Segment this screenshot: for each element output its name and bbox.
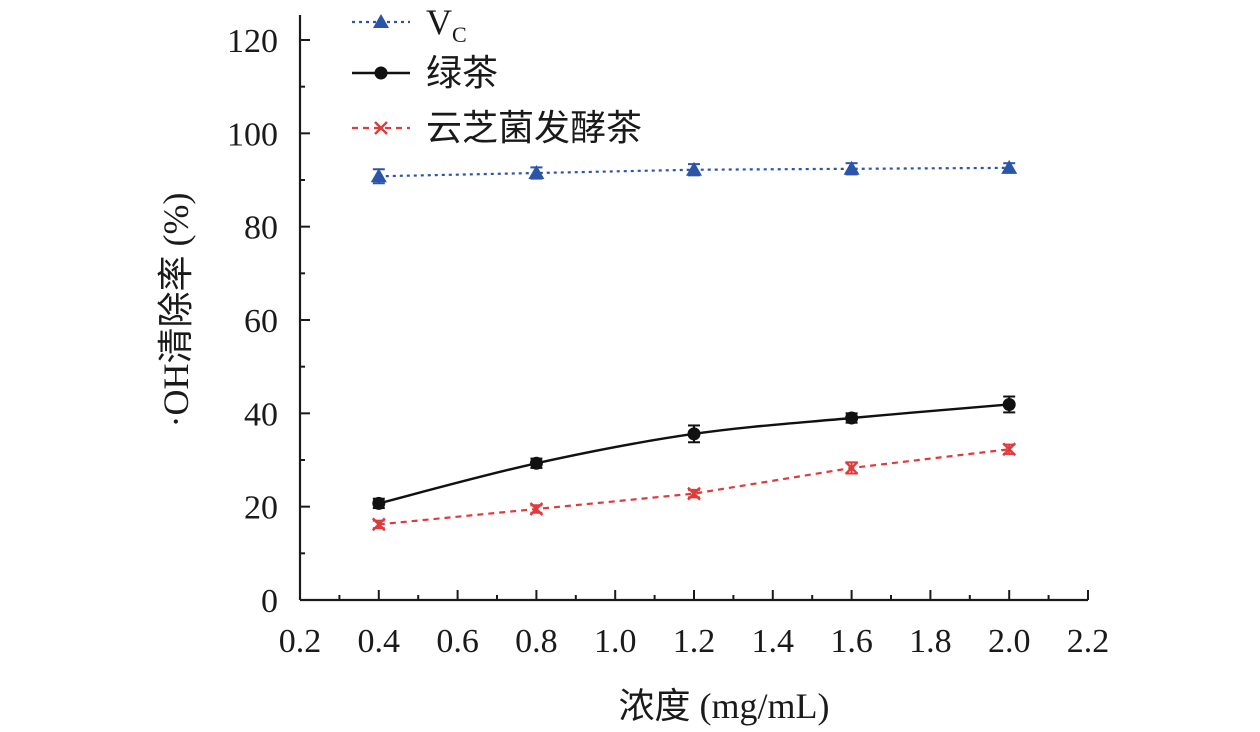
data-point bbox=[529, 456, 543, 470]
y-tick-label: 120 bbox=[227, 23, 278, 60]
series-line bbox=[378, 403, 1010, 505]
data-point bbox=[845, 411, 859, 425]
y-tick-label: 60 bbox=[244, 303, 278, 340]
legend-label-main: V bbox=[426, 2, 452, 42]
data-point-stroke-b bbox=[529, 502, 544, 516]
legend-label-main: 云芝菌发酵茶 bbox=[426, 108, 642, 148]
legend-label: VC bbox=[426, 2, 467, 47]
data-point-stroke-b bbox=[687, 486, 701, 501]
x-tick-label: 0.6 bbox=[436, 623, 479, 660]
data-point bbox=[1001, 159, 1018, 174]
series-1 bbox=[370, 159, 1018, 185]
x-axis-title: 浓度 (mg/mL) bbox=[619, 686, 830, 726]
legend-label: 云芝菌发酵茶 bbox=[426, 108, 642, 148]
legend-label: 绿茶 bbox=[426, 53, 498, 93]
series-3 bbox=[371, 442, 1017, 532]
data-point bbox=[529, 502, 544, 516]
x-tick-label: 1.2 bbox=[673, 623, 716, 660]
data-point bbox=[686, 161, 702, 176]
legend-label-subscript: C bbox=[452, 22, 467, 47]
x-tick-label: 1.8 bbox=[909, 623, 952, 660]
legend-label-main: 绿茶 bbox=[426, 53, 498, 93]
series-2 bbox=[372, 395, 1016, 510]
data-point bbox=[687, 427, 701, 441]
data-point bbox=[1002, 442, 1017, 457]
series-layer bbox=[370, 159, 1018, 532]
y-tick-label: 80 bbox=[244, 210, 278, 247]
y-tick-label: 40 bbox=[244, 396, 278, 433]
data-point-stroke-b bbox=[371, 517, 386, 532]
data-point-stroke-b bbox=[844, 461, 859, 475]
x-tick-label: 1.6 bbox=[830, 623, 873, 660]
data-point bbox=[1002, 397, 1016, 411]
legend-marker bbox=[374, 66, 388, 80]
data-point bbox=[528, 165, 545, 179]
x-tick-label: 0.2 bbox=[279, 623, 322, 660]
x-tick-label: 1.0 bbox=[594, 623, 637, 660]
data-point bbox=[370, 168, 387, 183]
y-tick-label: 0 bbox=[261, 583, 278, 620]
y-tick-label: 20 bbox=[244, 490, 278, 527]
data-point bbox=[844, 461, 859, 475]
legend-marker-stroke-b bbox=[374, 121, 388, 135]
legend-marker bbox=[374, 121, 388, 135]
x-axis-ticks: 0.2 0.4 0.6 0.8 1.0 1.2 1.4 1.6 1.8 2.0 2.2 bbox=[279, 590, 1110, 660]
y-axis-title: ·OH清除率 (%) bbox=[156, 193, 196, 428]
axes bbox=[298, 15, 1088, 602]
y-axis-ticks: 0 20 40 60 80 100 120 bbox=[227, 23, 310, 620]
x-tick-label: 1.4 bbox=[752, 623, 795, 660]
x-tick-label: 0.8 bbox=[515, 623, 558, 660]
legend-item-3: 云芝菌发酵茶 bbox=[352, 108, 642, 148]
data-point bbox=[371, 517, 386, 532]
legend-marker bbox=[373, 14, 389, 28]
x-tick-label: 0.4 bbox=[358, 623, 401, 660]
series-line bbox=[378, 448, 1010, 526]
data-point-stroke-b bbox=[1002, 442, 1017, 457]
data-point bbox=[687, 486, 701, 501]
data-point bbox=[372, 496, 386, 510]
x-tick-label: 2.2 bbox=[1067, 623, 1110, 660]
legend-item-2: 绿茶 bbox=[352, 53, 498, 93]
y-tick-label: 100 bbox=[227, 116, 278, 153]
data-point bbox=[843, 160, 860, 175]
x-tick-label: 2.0 bbox=[988, 623, 1031, 660]
legend-item-1: VC bbox=[352, 2, 467, 47]
